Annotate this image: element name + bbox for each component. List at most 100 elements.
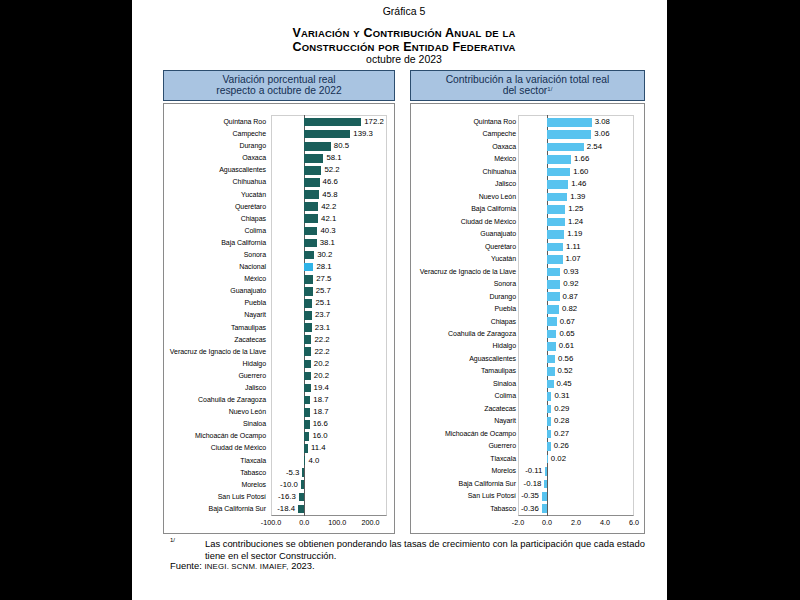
value-label: 0.45: [557, 378, 572, 390]
bar: [304, 263, 313, 272]
value-label: 20.2: [314, 358, 329, 370]
bar: [302, 468, 304, 477]
category-label: Aguascalientes: [219, 164, 266, 176]
bar: [544, 480, 547, 489]
value-label: 3.06: [594, 128, 609, 140]
bar: [304, 227, 317, 236]
bar: [299, 493, 304, 502]
value-label: 42.2: [321, 201, 336, 213]
category-label: Ciudad de México: [461, 216, 516, 228]
page: { "title": { "line1": "Gráfica 5", "line…: [0, 0, 800, 600]
bar: [304, 444, 308, 453]
category-label: México: [494, 153, 516, 165]
category-label: Chihuahua: [233, 176, 266, 188]
bar: [304, 142, 331, 151]
value-label: 16.6: [313, 418, 328, 430]
bar: [542, 504, 547, 513]
value-label: 25.1: [315, 297, 330, 309]
category-label: San Luis Potosí: [218, 491, 266, 503]
value-label: -0.35: [521, 490, 539, 502]
value-label: 11.4: [311, 442, 326, 454]
value-label: 0.31: [554, 390, 569, 402]
x-tick-label: -100.0: [261, 518, 281, 527]
category-label: Baja California Sur: [209, 503, 266, 515]
bar: [542, 492, 547, 501]
value-label: 27.5: [316, 273, 331, 285]
value-label: 0.02: [551, 453, 566, 465]
variation-bar-chart: Quintana Roo172.2Campeche139.3Durango80.…: [163, 103, 395, 534]
category-label: Jalisco: [495, 178, 516, 190]
value-label: 80.5: [334, 140, 349, 152]
x-tick-label: 0.0: [542, 518, 552, 527]
bar: [304, 239, 317, 248]
variation-chart-header: Variación porcentual real respecto a oct…: [163, 70, 395, 101]
variation-chart-header-line2: respecto a octubre de 2022: [164, 85, 394, 96]
bar: [304, 360, 311, 369]
category-label: Jalisco: [245, 382, 266, 394]
bar: [547, 130, 591, 139]
main-title-line2: CONSTRUCCIÓN POR ENTIDAD FEDERATIVA: [163, 40, 645, 54]
bar: [547, 268, 560, 277]
footnote-text-line1: Las contribuciones se obtienen ponderand…: [205, 538, 645, 550]
x-tick-label: 200.0: [361, 518, 379, 527]
bar: [304, 456, 305, 465]
bar: [547, 230, 564, 239]
bar: [304, 432, 309, 441]
contribution-chart-panel: Contribución a la variación total real d…: [410, 70, 645, 534]
bar: [304, 347, 311, 356]
value-label: -10.0: [280, 479, 298, 491]
value-label: 30.2: [317, 249, 332, 261]
bar: [304, 118, 361, 127]
x-tick-label: 100.0: [328, 518, 346, 527]
contribution-chart-header: Contribución a la variación total real d…: [410, 70, 645, 101]
bar: [547, 280, 560, 289]
value-label: 0.93: [563, 266, 578, 278]
bar: [547, 317, 557, 326]
category-label: Durango: [489, 291, 516, 303]
bar: [304, 335, 311, 344]
category-label: Veracruz de Ignacio de la Llave: [170, 346, 266, 358]
category-label: Colima: [245, 225, 266, 237]
category-label: Guanajuato: [480, 228, 516, 240]
value-label: 4.0: [308, 455, 319, 467]
bar: [547, 243, 563, 252]
category-label: Hidalgo: [243, 358, 266, 370]
bar: [547, 405, 551, 414]
category-label: Baja California: [471, 203, 516, 215]
category-label: Tamaulipas: [231, 322, 266, 334]
value-label: 0.28: [554, 415, 569, 427]
bar: [304, 408, 310, 417]
category-label: Hidalgo: [493, 340, 516, 352]
bar: [304, 420, 310, 429]
bar: [547, 355, 555, 364]
bar: [304, 275, 313, 284]
value-label: 1.11: [566, 241, 581, 253]
category-label: Zacatecas: [484, 403, 516, 415]
bar: [547, 442, 551, 451]
bar: [304, 178, 319, 187]
value-label: 16.0: [312, 430, 327, 442]
value-label: 1.66: [574, 153, 589, 165]
category-label: Sinaloa: [493, 378, 516, 390]
category-label: Morelos: [491, 465, 516, 477]
bar: [547, 155, 571, 164]
value-label: 22.2: [315, 334, 330, 346]
x-tick-label: 6.0: [629, 518, 639, 527]
category-label: Michoacán de Ocampo: [195, 430, 266, 442]
category-label: Quintana Roo: [223, 116, 266, 128]
category-label: Oaxaca: [492, 141, 516, 153]
value-label: 20.2: [314, 370, 329, 382]
bar: [547, 330, 556, 339]
category-label: Oaxaca: [242, 152, 266, 164]
value-label: 40.3: [320, 225, 335, 237]
value-label: 18.7: [313, 394, 328, 406]
bar: [304, 251, 314, 260]
value-label: -0.18: [524, 478, 542, 490]
category-label: Chihuahua: [483, 166, 516, 178]
value-label: 19.4: [314, 382, 329, 394]
bar: [304, 202, 318, 211]
category-label: Sonora: [244, 249, 266, 261]
footnote-text: Las contribuciones se obtienen ponderand…: [205, 538, 645, 562]
value-label: 0.67: [560, 316, 575, 328]
bar: [301, 480, 304, 489]
